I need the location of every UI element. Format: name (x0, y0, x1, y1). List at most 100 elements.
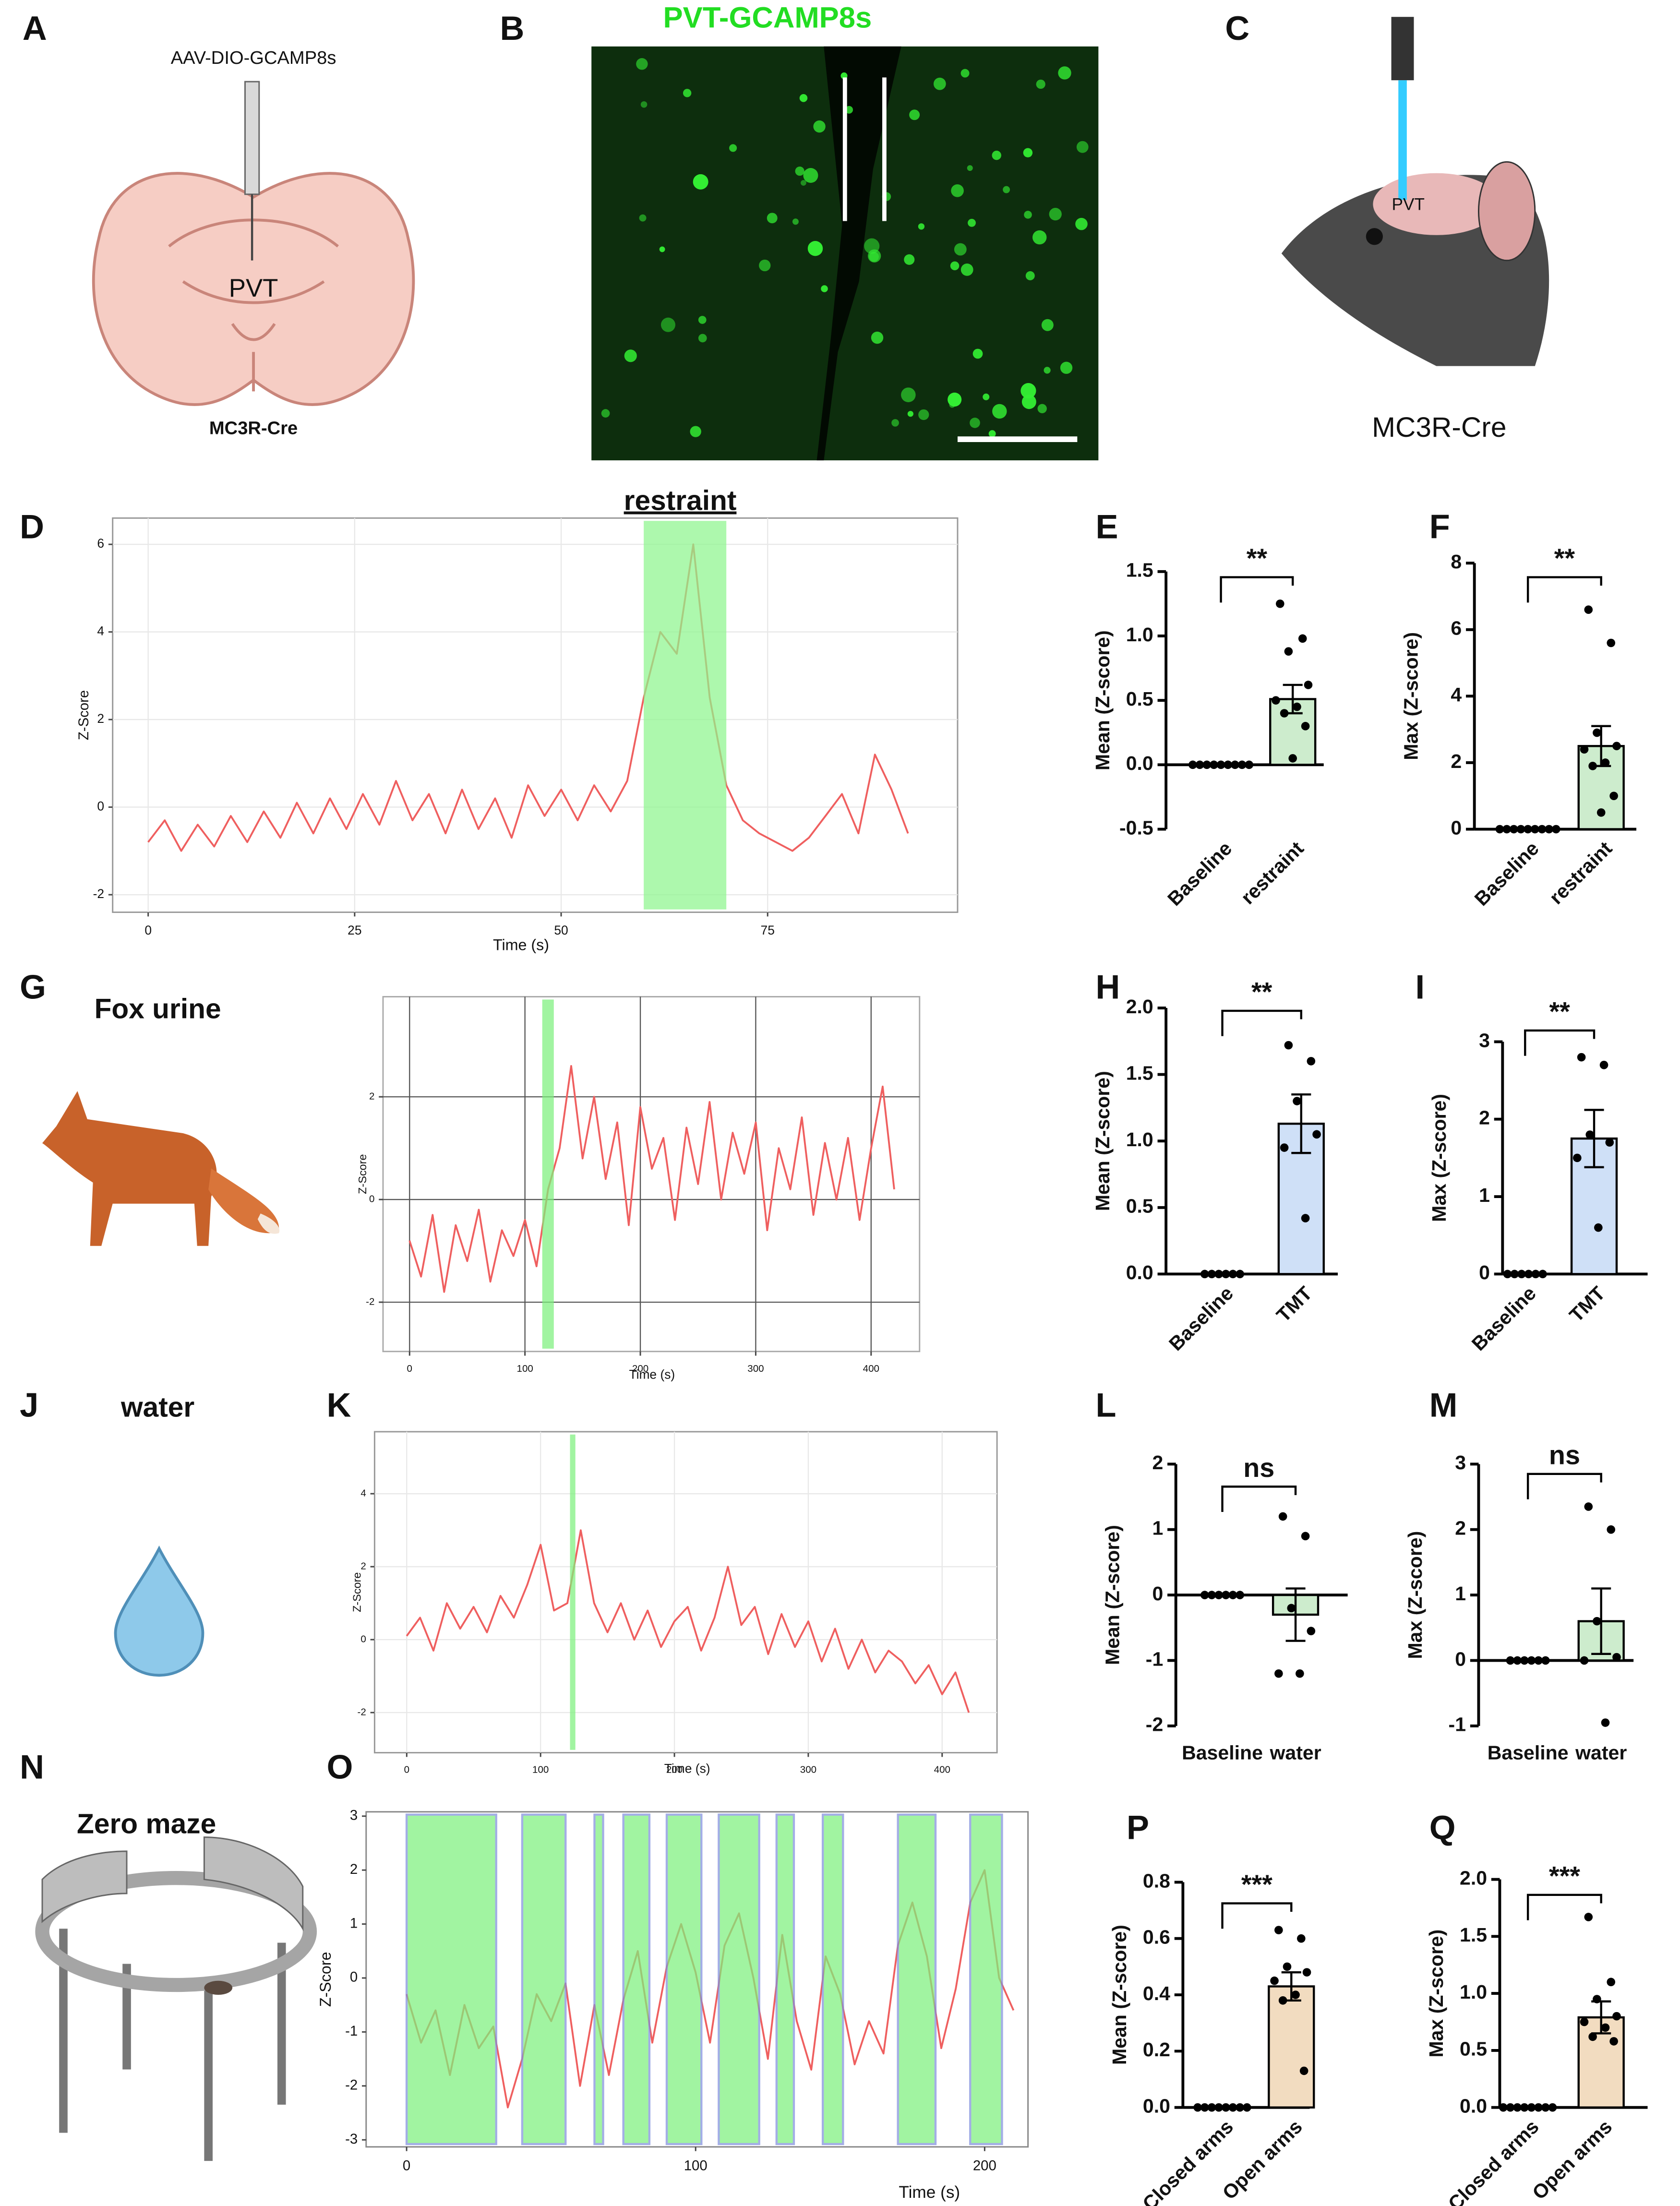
labeled-cell (918, 223, 925, 230)
labeled-cell (1003, 186, 1010, 193)
data-point (1312, 1130, 1321, 1139)
x-tick-label: 200 (666, 1764, 683, 1775)
data-point (1302, 1968, 1311, 1977)
labeled-cell (1021, 395, 1036, 409)
data-point (1214, 1591, 1223, 1599)
labeled-cell (918, 409, 929, 420)
stimulus-period (665, 1813, 703, 2146)
stimulus-period (969, 1813, 1003, 2146)
panel-label: C (1225, 9, 1249, 47)
data-point (1301, 1214, 1310, 1223)
data-point (1537, 825, 1547, 834)
panel-label: Q (1429, 1808, 1456, 1846)
x-tick-label: 0 (407, 1363, 412, 1374)
y-axis-label: Mean (Z-score) (1092, 630, 1114, 770)
image-title: PVT-GCAMP8s (663, 1, 872, 34)
labeled-cell (983, 393, 990, 400)
y-tick-label: 3 (350, 1808, 358, 1823)
stimulus-label: water (120, 1391, 194, 1423)
data-point (1513, 1656, 1522, 1665)
syringe (244, 81, 260, 195)
x-axis-label: Time (s) (629, 1367, 675, 1382)
labeled-cell (1020, 383, 1036, 399)
data-point (1580, 1656, 1589, 1665)
data-point (1607, 1525, 1616, 1534)
labeled-cell (1023, 148, 1033, 157)
y-tick-label: 2.0 (1460, 1867, 1487, 1889)
significance-bracket (1221, 1902, 1293, 1929)
trace (147, 543, 909, 852)
labeled-cell (640, 101, 648, 108)
data-point (1588, 762, 1597, 770)
y-tick-label: 6 (1451, 617, 1462, 639)
labeled-cell (904, 254, 915, 265)
labeled-cell (960, 263, 973, 276)
data-point (1607, 638, 1616, 647)
fox-illustration: Fox urine (42, 993, 280, 1246)
data-point (1195, 760, 1204, 769)
x-tick-label: 0 (404, 1764, 409, 1775)
panel-label: I (1415, 968, 1425, 1006)
labeled-cell (871, 331, 884, 344)
y-tick-label: 0.5 (1126, 688, 1153, 710)
x-tick-label: 25 (348, 923, 361, 937)
y-tick-label: 1 (1479, 1184, 1490, 1206)
stimulus-period (405, 1813, 497, 2146)
data-point (1210, 760, 1218, 769)
labeled-cell (803, 168, 818, 183)
x-tick-label: 50 (554, 923, 568, 937)
y-tick-label: 0.8 (1143, 1870, 1170, 1892)
labeled-cell (950, 261, 960, 271)
fiber-holder (1391, 17, 1414, 81)
labeled-cell (970, 418, 980, 428)
x-tick-label: Baseline (1164, 1282, 1237, 1355)
panel-label: H (1095, 968, 1120, 1006)
labeled-cell (951, 184, 964, 197)
y-tick-label: 2.0 (1126, 995, 1153, 1018)
y-tick-label: -2 (93, 887, 104, 901)
x-axis-label: Time (s) (664, 1762, 710, 1776)
data-point (1284, 1041, 1293, 1050)
x-tick-label: Baseline (1470, 837, 1543, 910)
data-point (1298, 634, 1307, 643)
labeled-cell (683, 89, 692, 97)
y-tick-label: -2 (366, 1296, 374, 1307)
labeled-cell (767, 213, 778, 224)
x-tick-label: water (1575, 1741, 1627, 1763)
labeled-cell (1036, 79, 1045, 89)
y-axis-label: Max (Z-score) (1400, 632, 1422, 760)
y-tick-label: 2 (1455, 1517, 1466, 1539)
labeled-cell (1037, 404, 1047, 413)
data-point (1510, 825, 1518, 834)
data-point (1293, 702, 1301, 711)
y-tick-label: 4 (360, 1487, 366, 1499)
fox-body (42, 1091, 217, 1246)
stimulus-period (542, 999, 554, 1349)
labeled-cell (813, 120, 826, 133)
data-point (1237, 760, 1247, 769)
data-point (1545, 825, 1553, 834)
labeled-cell (698, 334, 707, 343)
y-axis-label: Z-Score (317, 1952, 334, 2007)
y-tick-label: 2 (97, 711, 104, 726)
data-point (1580, 745, 1589, 754)
labeled-cell (1025, 271, 1035, 280)
y-tick-label: 2 (360, 1560, 366, 1571)
y-tick-label: -3 (345, 2131, 358, 2147)
x-tick-label: 0 (144, 923, 152, 937)
y-tick-label: 3 (1455, 1451, 1466, 1474)
labeled-cell (792, 218, 799, 225)
y-tick-label: 1.5 (1460, 1924, 1487, 1946)
data-point (1584, 1502, 1593, 1511)
labeled-cell (729, 144, 737, 152)
panel-label: O (327, 1748, 353, 1786)
y-tick-label: 4 (1451, 683, 1462, 706)
data-point (1301, 1532, 1310, 1541)
data-point (1503, 1270, 1512, 1279)
optic-fiber (1398, 80, 1407, 200)
significance-label: ** (1247, 543, 1268, 573)
labeled-cell (698, 316, 707, 324)
data-point (1510, 1270, 1519, 1279)
data-point (1304, 681, 1313, 689)
labeled-cell (1058, 66, 1071, 80)
